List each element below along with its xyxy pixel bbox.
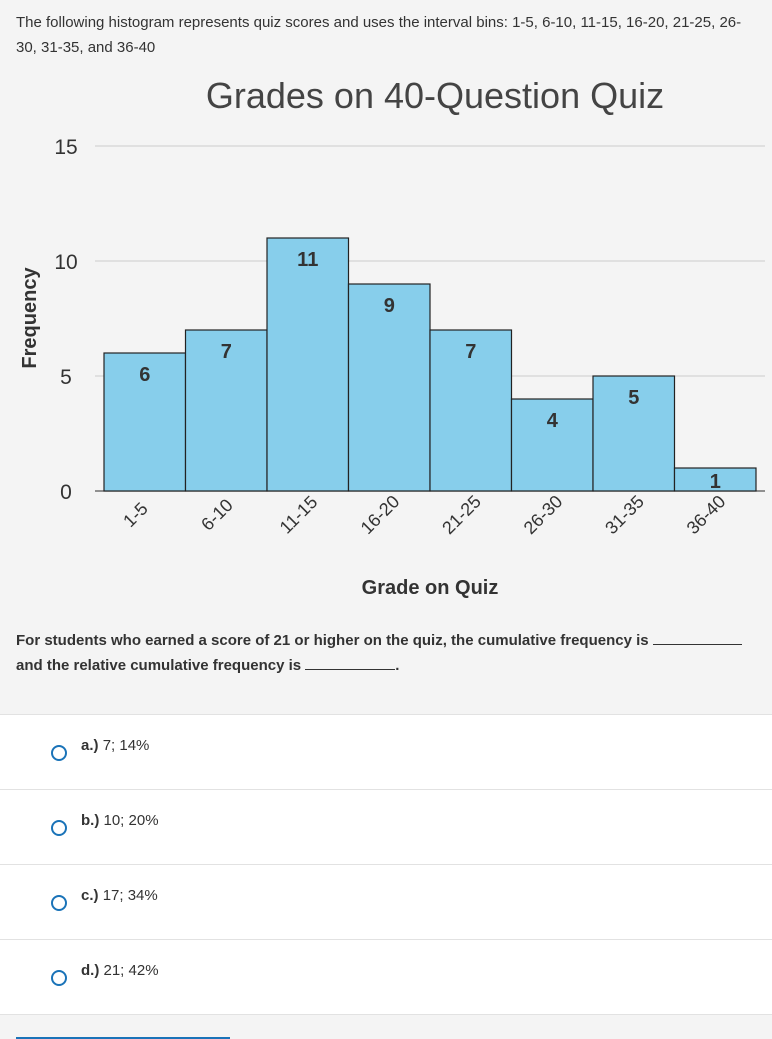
x-tick-label: 26-30 xyxy=(520,491,567,538)
option-text: 7; 14% xyxy=(102,737,150,754)
blank-relative-frequency xyxy=(305,655,396,670)
bar-value-label: 7 xyxy=(465,341,476,363)
bar-value-label: 4 xyxy=(547,410,559,432)
answer-options: a.) 7; 14% b.) 10; 20% c.) 17; 34% d.) 2… xyxy=(0,714,772,1015)
option-letter: a.) xyxy=(81,737,99,754)
bar-value-label: 7 xyxy=(221,341,232,363)
option-b[interactable]: b.) 10; 20% xyxy=(0,789,772,864)
histogram-bar xyxy=(673,467,757,492)
question-intro: The following histogram represents quiz … xyxy=(16,14,742,56)
histogram-bar xyxy=(103,352,187,492)
x-tick-label: 16-20 xyxy=(357,491,404,538)
radio-icon[interactable] xyxy=(51,895,67,911)
option-letter: d.) xyxy=(81,962,100,979)
x-tick-label: 21-25 xyxy=(438,491,485,538)
y-axis-label: Frequency xyxy=(19,267,41,369)
question-period: . xyxy=(395,657,400,674)
option-d[interactable]: d.) 21; 42% xyxy=(0,939,772,1015)
question-part-2: and the relative cumulative frequency is xyxy=(16,657,302,674)
y-tick-label: 0 xyxy=(60,481,72,504)
y-tick-label: 15 xyxy=(54,136,77,159)
histogram-bar xyxy=(184,329,268,492)
question-text: For students who earned a score of 21 or… xyxy=(16,628,756,678)
x-axis-label: Grade on Quiz xyxy=(362,577,499,599)
bar-value-label: 5 xyxy=(628,387,639,409)
x-tick-label: 36-40 xyxy=(683,491,730,538)
y-tick-label: 10 xyxy=(54,251,77,274)
x-tick-label: 31-35 xyxy=(601,491,648,538)
x-tick-label: 6-10 xyxy=(197,495,237,535)
histogram-bar xyxy=(510,398,594,492)
option-text: 17; 34% xyxy=(102,887,158,904)
x-tick-label: 11-15 xyxy=(276,492,322,538)
histogram-bar xyxy=(592,375,676,492)
x-tick-label: 1-5 xyxy=(119,498,152,531)
bar-value-label: 1 xyxy=(710,471,721,493)
option-c[interactable]: c.) 17; 34% xyxy=(0,864,772,939)
radio-icon[interactable] xyxy=(51,745,67,761)
option-letter: b.) xyxy=(81,812,100,829)
radio-icon[interactable] xyxy=(51,820,67,836)
bar-value-label: 9 xyxy=(384,295,395,317)
next-button-edge[interactable] xyxy=(16,1037,230,1039)
histogram-bar xyxy=(347,283,431,492)
histogram-bar xyxy=(266,237,350,492)
option-a[interactable]: a.) 7; 14% xyxy=(0,714,772,789)
bar-value-label: 11 xyxy=(297,249,318,271)
question-part-1: For students who earned a score of 21 or… xyxy=(16,632,649,649)
option-text: 21; 42% xyxy=(103,962,159,979)
radio-icon[interactable] xyxy=(51,970,67,986)
option-letter: c.) xyxy=(81,887,99,904)
histogram-bar xyxy=(429,329,513,492)
chart-title: Grades on 40-Question Quiz xyxy=(206,75,664,116)
bar-value-label: 6 xyxy=(139,364,150,386)
option-text: 10; 20% xyxy=(103,812,159,829)
y-tick-label: 5 xyxy=(60,366,72,389)
blank-cumulative-frequency xyxy=(652,630,742,645)
